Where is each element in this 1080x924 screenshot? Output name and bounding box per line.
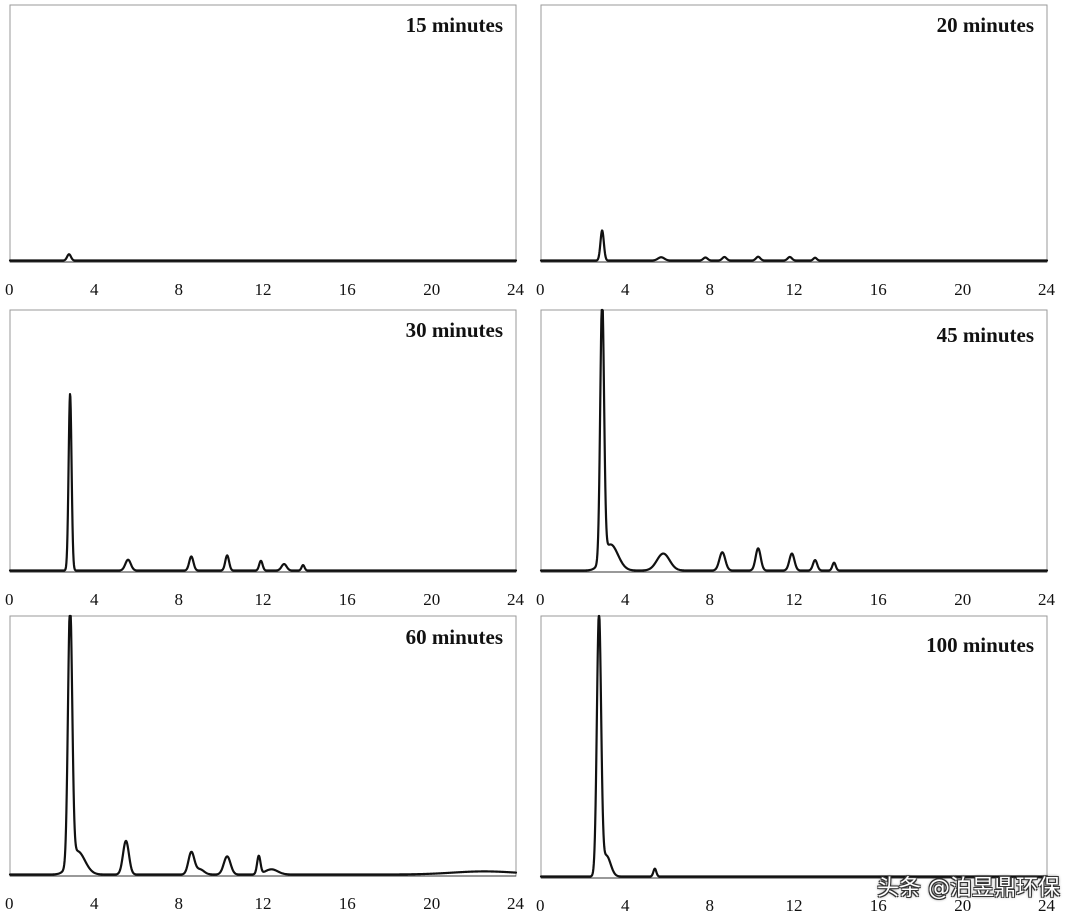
plot-frame	[9, 615, 517, 877]
chromatogram-trace	[8, 393, 518, 572]
x-tick-label: 0	[5, 590, 14, 609]
x-tick-label: 24	[507, 894, 525, 913]
x-tick-label: 8	[705, 280, 714, 299]
x-tick-label: 20	[423, 280, 440, 299]
x-tick-label: 20	[954, 590, 971, 609]
panel-title: 30 minutes	[406, 318, 503, 342]
panel-title: 20 minutes	[937, 13, 1034, 37]
chromatogram-trace	[539, 614, 1049, 878]
x-tick-label: 20	[423, 894, 440, 913]
plot-frame	[9, 309, 517, 573]
x-tick-label: 8	[174, 590, 183, 609]
x-tick-label: 0	[536, 896, 545, 915]
plot-frame	[540, 309, 1048, 573]
x-tick-label: 24	[507, 590, 525, 609]
x-tick-label: 8	[705, 896, 714, 915]
x-tick-label: 16	[870, 590, 887, 609]
x-tick-label: 16	[339, 280, 356, 299]
x-tick-label: 4	[621, 590, 630, 609]
chart-panel-6: 0 4 8 12 16 20 24 100 minutes	[536, 614, 1056, 915]
x-tick-label: 4	[90, 894, 99, 913]
x-tick-label: 12	[255, 590, 272, 609]
panel-title: 100 minutes	[926, 633, 1034, 657]
plot-frame	[540, 4, 1048, 263]
chart-panel-1: 0 4 8 12 16 20 24 15 minutes	[5, 4, 525, 299]
x-tick-label: 4	[90, 280, 99, 299]
x-tick-label: 24	[507, 280, 525, 299]
x-tick-label: 8	[174, 280, 183, 299]
x-tick-label: 0	[5, 280, 14, 299]
panel-title: 60 minutes	[406, 625, 503, 649]
x-tick-label: 20	[423, 590, 440, 609]
chart-panel-4: 0 4 8 12 16 20 24 45 minutes	[536, 308, 1056, 609]
x-tick-label: 12	[255, 894, 272, 913]
chart-panel-3: 0 4 8 12 16 20 24 30 minutes	[5, 309, 525, 609]
x-tick-label: 16	[870, 896, 887, 915]
chart-panel-2: 0 4 8 12 16 20 24 20 minutes	[536, 4, 1056, 299]
x-tick-label: 4	[621, 280, 630, 299]
x-tick-label: 8	[174, 894, 183, 913]
x-tick-label: 20	[954, 896, 971, 915]
x-tick-label: 16	[339, 894, 356, 913]
x-tick-label: 12	[786, 280, 803, 299]
panel-title: 15 minutes	[406, 13, 503, 37]
x-tick-label: 0	[5, 894, 14, 913]
x-tick-label: 12	[786, 896, 803, 915]
x-tick-label: 0	[536, 280, 545, 299]
watermark: 头条 @泊昱鼎环保	[877, 876, 1060, 901]
x-tick-label: 4	[621, 896, 630, 915]
chromatogram-trace	[8, 614, 518, 876]
x-tick-label: 24	[1038, 280, 1056, 299]
chromatogram-trace	[8, 253, 518, 262]
x-tick-label: 20	[954, 280, 971, 299]
x-tick-label: 24	[1038, 896, 1056, 915]
x-tick-label: 24	[1038, 590, 1056, 609]
panel-title: 45 minutes	[937, 323, 1034, 347]
x-tick-label: 0	[536, 590, 545, 609]
chromatogram-trace	[539, 229, 1049, 262]
plot-frame	[9, 4, 517, 263]
x-tick-label: 4	[90, 590, 99, 609]
x-tick-label: 12	[255, 280, 272, 299]
x-tick-label: 16	[870, 280, 887, 299]
x-tick-label: 16	[339, 590, 356, 609]
chromatogram-trace	[539, 308, 1049, 572]
x-tick-label: 8	[705, 590, 714, 609]
x-tick-label: 12	[786, 590, 803, 609]
chart-panel-5: 0 4 8 12 16 20 24 60 minutes	[5, 614, 525, 913]
